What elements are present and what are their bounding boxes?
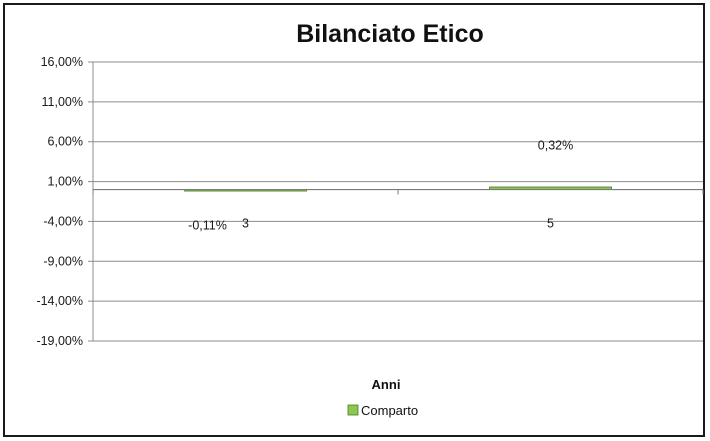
legend: Comparto: [347, 403, 418, 418]
data-label: 0,32%: [538, 139, 573, 153]
y-axis-ticks: 16,00% 11,00% 6,00% 1,00% -4,00% -9,00% -14,00…: [36, 55, 94, 348]
y-tick-label: 1,00%: [48, 175, 83, 189]
y-tick-label: -14,00%: [36, 294, 83, 308]
y-tick-label: 16,00%: [41, 55, 83, 69]
gridlines: [93, 61, 703, 342]
chart-title: Bilanciato Etico: [296, 20, 484, 48]
chart-frame: [3, 3, 705, 437]
x-category-label: 3: [242, 217, 249, 231]
legend-swatch: [347, 404, 359, 416]
x-axis: [92, 188, 704, 195]
x-category-label: 5: [547, 217, 554, 231]
data-label: -0,11%: [188, 219, 227, 233]
y-tick-label: -19,00%: [36, 334, 83, 348]
data-labels: -0,11% 0,32%: [188, 139, 573, 233]
x-axis-title: Anni: [372, 377, 401, 392]
legend-label: Comparto: [361, 403, 418, 418]
y-tick-label: -9,00%: [43, 254, 83, 268]
y-tick-label: -4,00%: [43, 214, 83, 228]
y-tick-label: 6,00%: [48, 135, 83, 149]
y-tick-label: 11,00%: [42, 95, 83, 109]
